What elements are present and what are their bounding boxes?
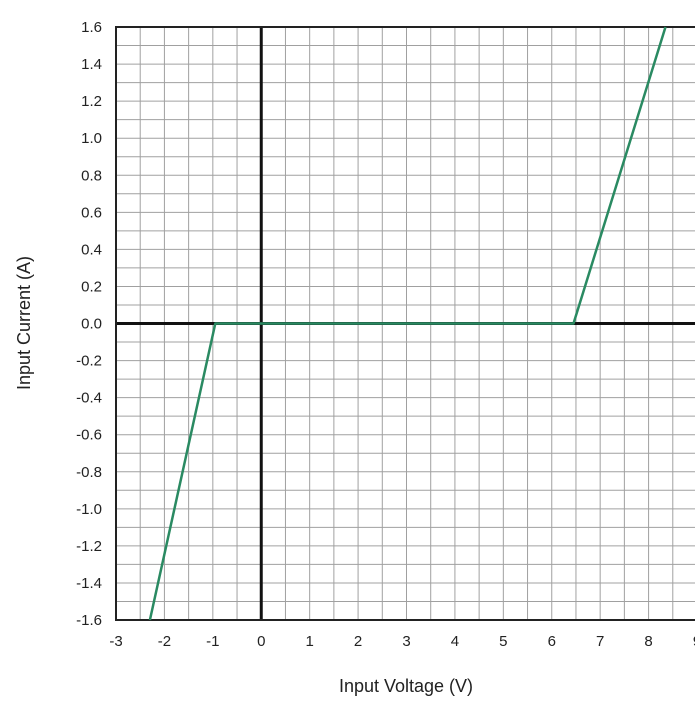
x-tick-label: 8: [644, 633, 652, 650]
x-tick-label: 9: [693, 633, 695, 650]
y-tick-label: 1.0: [81, 130, 102, 147]
x-tick-label: 6: [548, 633, 556, 650]
plot-frame: [115, 26, 695, 621]
y-tick-label: 0.0: [81, 316, 102, 333]
x-tick-label: -2: [158, 633, 171, 650]
plot-border: [115, 26, 695, 621]
y-tick-label: 0.2: [81, 278, 102, 295]
y-tick-label: 0.8: [81, 167, 102, 184]
y-tick-label: 1.4: [81, 56, 102, 73]
y-tick-label: 1.2: [81, 93, 102, 110]
x-tick-label: 7: [596, 633, 604, 650]
y-tick-label: -1.6: [76, 612, 102, 629]
y-tick-labels: 1.6 1.4 1.2 1.0 0.8 0.6 0.4 0.2 0.0 -0.2 -0.4 -0.6 -…: [76, 19, 102, 629]
y-tick-label: -0.8: [76, 464, 102, 481]
y-tick-label: -1.2: [76, 538, 102, 555]
x-tick-label: 2: [354, 633, 362, 650]
x-tick-label: -3: [109, 633, 122, 650]
series-layer: [148, 26, 667, 621]
series-line: [148, 26, 667, 621]
x-tick-label: 4: [451, 633, 459, 650]
x-axis-title: Input Voltage (V): [339, 676, 473, 696]
x-tick-label: 1: [305, 633, 313, 650]
y-tick-label: -1.0: [76, 501, 102, 518]
y-tick-label: 0.4: [81, 241, 102, 258]
y-tick-label: -0.6: [76, 427, 102, 444]
x-tick-label: 0: [257, 633, 265, 650]
x-tick-label: -1: [206, 633, 219, 650]
y-tick-label: 0.6: [81, 204, 102, 221]
y-axis-title: Input Current (A): [14, 256, 34, 390]
y-tick-label: -1.4: [76, 575, 102, 592]
x-tick-label: 3: [402, 633, 410, 650]
x-tick-labels: -3 -2 -1 0 1 2 3 4 5 6 7 8 9: [109, 633, 695, 650]
y-tick-label: -0.4: [76, 390, 102, 407]
x-tick-label: 5: [499, 633, 507, 650]
y-tick-label: -0.2: [76, 353, 102, 370]
y-tick-label: 1.6: [81, 19, 102, 36]
